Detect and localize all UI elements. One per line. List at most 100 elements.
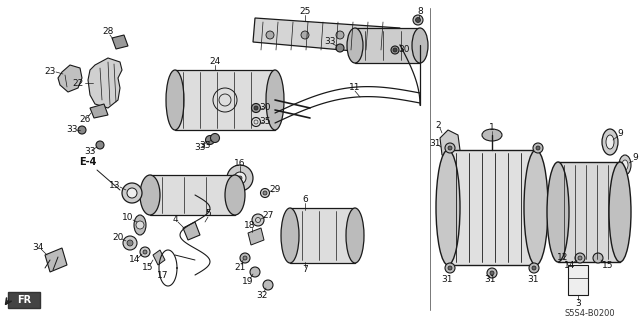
Circle shape xyxy=(593,253,603,263)
Text: 30: 30 xyxy=(259,103,271,113)
Text: 31: 31 xyxy=(527,276,539,285)
Text: FR: FR xyxy=(17,295,31,305)
Circle shape xyxy=(448,146,452,150)
Circle shape xyxy=(254,106,258,110)
Ellipse shape xyxy=(619,155,631,175)
Ellipse shape xyxy=(547,162,569,262)
Circle shape xyxy=(536,146,540,150)
Circle shape xyxy=(96,141,104,149)
Text: 12: 12 xyxy=(557,254,569,263)
Circle shape xyxy=(252,214,264,226)
Text: 9: 9 xyxy=(617,129,623,137)
Polygon shape xyxy=(58,65,82,92)
Text: 3: 3 xyxy=(575,299,581,308)
Circle shape xyxy=(490,271,494,275)
Text: 26: 26 xyxy=(79,115,91,124)
Circle shape xyxy=(533,143,543,153)
Text: S5S4-B0200: S5S4-B0200 xyxy=(564,308,615,317)
Circle shape xyxy=(227,165,253,191)
Text: 20: 20 xyxy=(112,233,124,241)
Text: 9: 9 xyxy=(632,153,638,162)
Ellipse shape xyxy=(412,28,428,63)
Text: 22: 22 xyxy=(72,78,84,87)
Text: 11: 11 xyxy=(349,84,361,93)
Text: 14: 14 xyxy=(129,256,141,264)
Ellipse shape xyxy=(266,70,284,130)
Bar xyxy=(150,175,235,215)
Text: 8: 8 xyxy=(417,8,423,17)
Circle shape xyxy=(78,126,86,134)
Circle shape xyxy=(234,172,246,184)
Circle shape xyxy=(211,133,220,143)
Circle shape xyxy=(127,240,133,246)
Circle shape xyxy=(263,191,267,195)
Text: 27: 27 xyxy=(262,211,274,219)
Text: 10: 10 xyxy=(122,213,134,222)
Polygon shape xyxy=(568,265,588,295)
Text: 28: 28 xyxy=(102,27,114,36)
Bar xyxy=(175,70,275,130)
Circle shape xyxy=(448,266,452,270)
Text: 17: 17 xyxy=(157,271,169,279)
Circle shape xyxy=(529,263,539,273)
Text: 13: 13 xyxy=(109,181,121,189)
Circle shape xyxy=(127,188,137,198)
Bar xyxy=(558,162,620,262)
Ellipse shape xyxy=(134,215,146,235)
Ellipse shape xyxy=(347,28,363,63)
Ellipse shape xyxy=(609,162,631,262)
Circle shape xyxy=(578,256,582,260)
Ellipse shape xyxy=(524,150,548,265)
Polygon shape xyxy=(248,228,264,245)
Circle shape xyxy=(243,256,247,260)
Text: 2: 2 xyxy=(435,121,441,130)
Ellipse shape xyxy=(602,129,618,155)
Bar xyxy=(448,150,536,265)
Circle shape xyxy=(487,268,497,278)
Text: 31: 31 xyxy=(441,276,452,285)
Circle shape xyxy=(205,136,214,145)
Text: 24: 24 xyxy=(209,57,221,66)
Text: 25: 25 xyxy=(300,8,310,17)
Polygon shape xyxy=(440,130,460,158)
Circle shape xyxy=(445,263,455,273)
Circle shape xyxy=(532,266,536,270)
Circle shape xyxy=(393,48,397,52)
Text: 33: 33 xyxy=(199,140,211,150)
Polygon shape xyxy=(45,248,67,272)
Text: 7: 7 xyxy=(302,265,308,275)
Text: 1: 1 xyxy=(489,123,495,132)
Ellipse shape xyxy=(606,135,614,149)
Circle shape xyxy=(122,183,142,203)
Circle shape xyxy=(391,46,399,54)
Text: 21: 21 xyxy=(234,263,246,272)
Ellipse shape xyxy=(225,175,245,215)
Text: 29: 29 xyxy=(269,186,281,195)
Ellipse shape xyxy=(166,70,184,130)
Polygon shape xyxy=(8,292,40,308)
Polygon shape xyxy=(112,35,128,49)
Ellipse shape xyxy=(622,160,628,170)
Text: 30: 30 xyxy=(398,46,410,55)
Polygon shape xyxy=(253,18,400,55)
Text: 33: 33 xyxy=(84,147,96,157)
Text: 31: 31 xyxy=(429,138,441,147)
Circle shape xyxy=(445,143,455,153)
Text: 6: 6 xyxy=(302,196,308,204)
Text: 15: 15 xyxy=(602,261,614,270)
Text: 4: 4 xyxy=(172,216,178,225)
Polygon shape xyxy=(90,104,108,118)
Text: 33: 33 xyxy=(67,125,77,135)
Text: 18: 18 xyxy=(244,220,256,229)
Text: 34: 34 xyxy=(32,243,44,253)
Text: 35: 35 xyxy=(259,117,271,127)
Polygon shape xyxy=(183,222,200,240)
Circle shape xyxy=(123,236,137,250)
Text: 31: 31 xyxy=(484,276,496,285)
Circle shape xyxy=(263,280,273,290)
Circle shape xyxy=(252,103,260,113)
Circle shape xyxy=(238,176,242,180)
Text: 19: 19 xyxy=(243,278,253,286)
Text: 15: 15 xyxy=(142,263,154,272)
Text: 16: 16 xyxy=(234,159,246,167)
